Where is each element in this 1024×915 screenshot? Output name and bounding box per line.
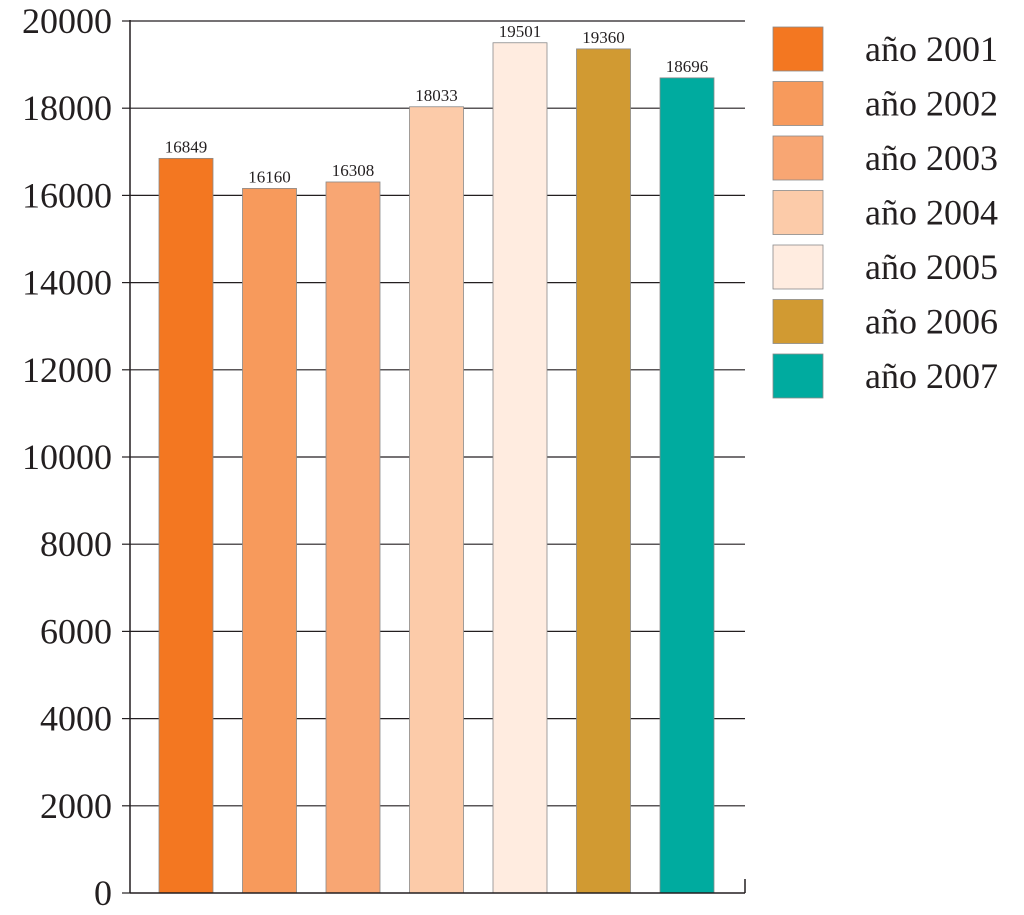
y-tick-label-20000: 20000 — [22, 1, 112, 41]
axes — [122, 20, 746, 894]
value-label-7: 18696 — [666, 57, 709, 76]
value-label-3: 16308 — [332, 161, 375, 180]
legend-label-3: año 2003 — [865, 138, 998, 178]
value-label-2: 16160 — [248, 167, 291, 186]
bar-2 — [242, 188, 297, 894]
value-labels: 16849 16160 16308 18033 19501 19360 18696 — [165, 22, 709, 187]
legend-label-6: año 2006 — [865, 302, 998, 342]
legend-label-4: año 2004 — [865, 193, 998, 233]
y-tick-label-18000: 18000 — [22, 88, 112, 128]
bars — [158, 42, 715, 894]
legend-label-2: año 2002 — [865, 84, 998, 124]
legend-swatch-2 — [772, 81, 824, 126]
value-label-4: 18033 — [415, 86, 458, 105]
y-tick-label-4000: 4000 — [40, 699, 112, 739]
legend-label-1: año 2001 — [865, 29, 998, 69]
y-tick-labels: 0 2000 4000 6000 8000 10000 12000 14000 16000 180… — [22, 1, 112, 913]
legend-swatch-1 — [772, 26, 824, 72]
y-tick-label-6000: 6000 — [40, 611, 112, 651]
legend-swatch-6 — [772, 299, 824, 344]
legend: año 2001 año 2002 año 2003 año 2004 año 2005… — [772, 26, 998, 399]
bar-7 — [659, 77, 715, 894]
value-label-6: 19360 — [582, 28, 625, 47]
bar-6 — [576, 48, 631, 894]
legend-swatch-3 — [772, 135, 824, 181]
y-tick-label-10000: 10000 — [22, 437, 112, 477]
y-tick-label-16000: 16000 — [22, 175, 112, 215]
legend-label-7: año 2007 — [865, 356, 998, 396]
legend-swatch-4 — [772, 190, 824, 235]
bar-5 — [492, 42, 548, 894]
legend-swatch-5 — [772, 244, 824, 290]
y-tick-label-14000: 14000 — [22, 263, 112, 303]
y-tick-label-2000: 2000 — [40, 786, 112, 826]
y-tick-label-12000: 12000 — [22, 350, 112, 390]
bar-1 — [158, 157, 214, 894]
legend-label-5: año 2005 — [865, 247, 998, 287]
legend-swatch-7 — [772, 353, 824, 399]
bar-3 — [325, 181, 381, 894]
y-tick-label-8000: 8000 — [40, 524, 112, 564]
y-tick-label-0: 0 — [94, 873, 112, 913]
value-label-1: 16849 — [165, 137, 208, 156]
value-label-5: 19501 — [499, 22, 542, 41]
bar-4 — [409, 106, 464, 894]
